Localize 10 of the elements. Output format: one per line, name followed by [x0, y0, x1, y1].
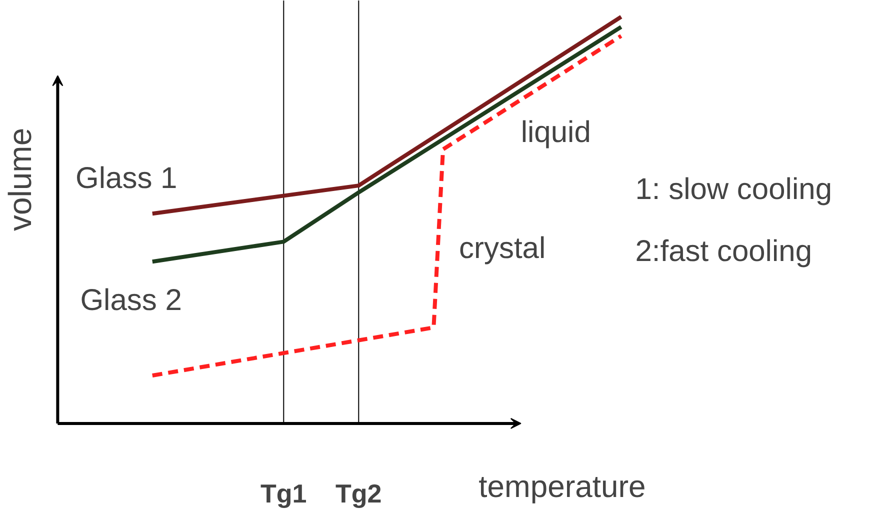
annotation: crystal	[458, 232, 546, 266]
annotation: liquid	[520, 116, 591, 150]
x-tick-label: Tg1	[260, 478, 307, 508]
x-axis-title: temperature	[478, 469, 646, 504]
annotation: Glass 2	[80, 284, 182, 318]
text: 1: slow cooling	[635, 173, 832, 206]
annotation: Glass 1	[76, 162, 178, 196]
text: 2:fast cooling	[635, 234, 812, 268]
y-axis-title: volume	[2, 128, 38, 232]
x-tick-label: Tg2	[336, 478, 382, 508]
